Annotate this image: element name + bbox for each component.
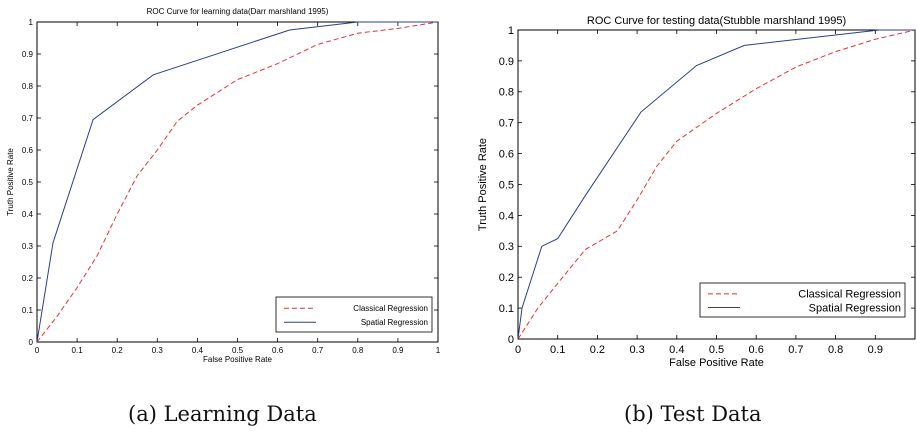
- x-tick-label: 0.2: [112, 346, 124, 355]
- y-tick-label: 0: [29, 338, 34, 347]
- legend-box: [699, 282, 906, 318]
- x-tick-label: 0: [35, 346, 40, 355]
- y-tick-label: 0.6: [22, 146, 34, 155]
- y-tick-label: 0.7: [499, 118, 514, 130]
- series-line-classical-regression: [36, 21, 439, 343]
- x-tick-label: 0.1: [72, 346, 84, 355]
- x-tick-label: 0.4: [192, 346, 204, 355]
- series-line-classical-regression: [517, 29, 916, 340]
- y-tick-label: 0.4: [22, 210, 34, 219]
- y-tick-label: 0.1: [22, 306, 34, 315]
- x-tick-label: 0.8: [352, 346, 364, 355]
- y-tick-label: 1: [29, 18, 34, 27]
- x-tick-label: 0.6: [749, 344, 764, 356]
- x-tick-label: 0.6: [272, 346, 284, 355]
- legend-label: Classical Regression: [798, 289, 901, 301]
- y-tick-label: 0.8: [499, 87, 514, 99]
- x-tick-label: 0.9: [392, 346, 404, 355]
- x-tick-label: 0.7: [788, 344, 803, 356]
- y-tick-label: 0.6: [499, 148, 514, 160]
- x-tick-label: 0.4: [669, 344, 684, 356]
- x-tick-label: 0: [515, 344, 521, 356]
- x-tick-label: 0.8: [828, 344, 843, 356]
- legend-label: Spatial Regression: [361, 318, 428, 327]
- x-tick-label: 1: [436, 346, 441, 355]
- x-axis-label: False Positive Rate: [669, 357, 764, 369]
- x-tick-label: 0.1: [550, 344, 565, 356]
- y-tick-label: 1: [508, 25, 514, 37]
- y-tick-label: 0.8: [22, 82, 34, 91]
- series-line-spatial-regression: [517, 29, 915, 340]
- x-tick-label: 0.3: [152, 346, 164, 355]
- legend-label: Classical Regression: [353, 304, 428, 313]
- y-tick-label: 0.9: [499, 56, 514, 68]
- y-tick-label: 0.4: [499, 210, 514, 222]
- chart-title: ROC Curve for testing data(Stubble marsh…: [587, 15, 846, 27]
- y-axis-label: Truth Positive Rate: [477, 138, 489, 231]
- x-axis-label: False Positive Rate: [203, 355, 272, 364]
- y-tick-label: 0.5: [22, 178, 34, 187]
- x-tick-label: 0.3: [629, 344, 644, 356]
- y-tick-label: 0.9: [22, 50, 34, 59]
- y-tick-label: 0.7: [22, 114, 34, 123]
- y-tick-label: 0.1: [499, 303, 514, 315]
- y-tick-label: 0.3: [22, 242, 34, 251]
- x-tick-label: 0.9: [868, 344, 883, 356]
- chart-title: ROC Curve for learning data(Darr marshla…: [147, 7, 329, 16]
- caption-learning: (a) Learning Data: [128, 402, 317, 426]
- caption-test: (b) Test Data: [624, 402, 762, 426]
- x-tick-label: 0.5: [709, 344, 724, 356]
- y-tick-label: 0.2: [22, 274, 34, 283]
- y-tick-label: 0.5: [499, 179, 514, 191]
- legend-box: [275, 296, 433, 333]
- x-tick-label: 0.5: [232, 346, 244, 355]
- y-axis-label: Truth Positive Rate: [6, 148, 15, 216]
- legend-label: Spatial Regression: [809, 302, 901, 314]
- x-tick-label: 0.7: [312, 346, 324, 355]
- y-tick-label: 0: [508, 334, 514, 346]
- y-tick-label: 0.2: [499, 272, 514, 284]
- series-line-spatial-regression: [36, 21, 438, 343]
- y-tick-label: 0.3: [499, 241, 514, 253]
- x-tick-label: 0.2: [590, 344, 605, 356]
